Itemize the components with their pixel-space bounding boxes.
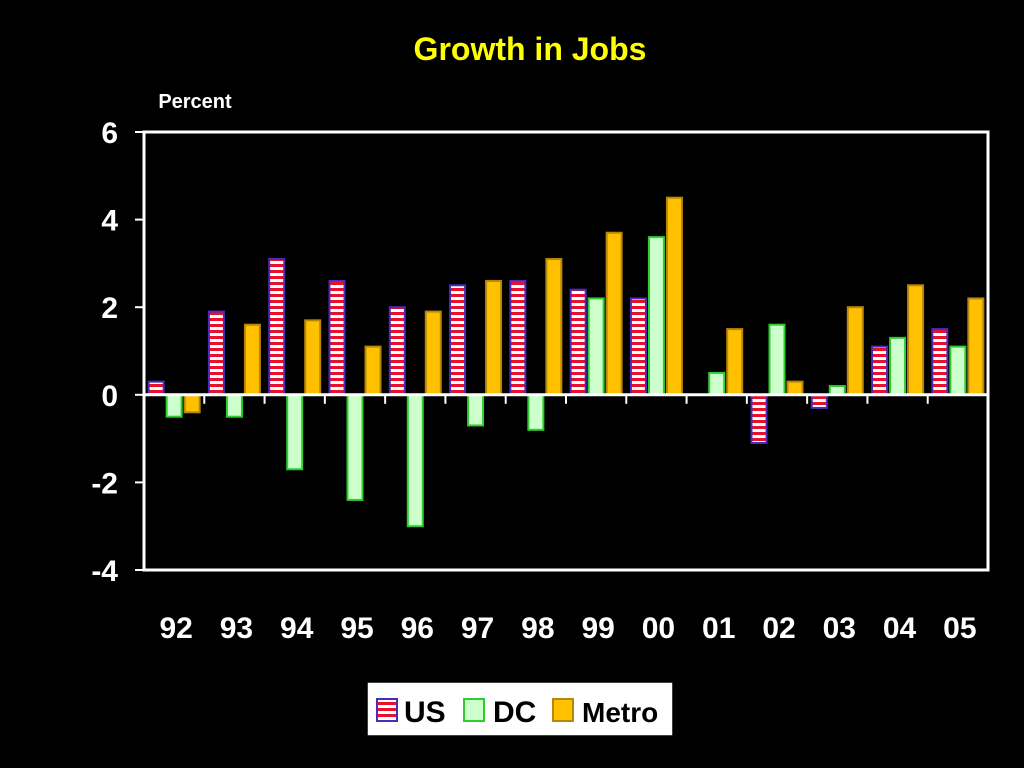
us-bar (328, 279, 346, 396)
y-axis-label: Percent (158, 91, 232, 113)
plot-area (135, 130, 990, 572)
dc-bar (647, 236, 665, 396)
x-tick-label: 93 (220, 612, 253, 645)
y-axis-tick-labels: 6 4 2 0 -2 -4 (91, 117, 118, 588)
metro-bar (605, 231, 623, 396)
metro-bar (726, 328, 744, 396)
legend-box (366, 681, 674, 737)
legend-dc-label: DC (493, 696, 536, 729)
us-bar (569, 288, 587, 396)
plot-frame (142, 130, 990, 572)
us-bar (268, 258, 286, 396)
metro-bar (665, 196, 683, 396)
dc-bar (406, 393, 424, 528)
y-tick-label: 0 (101, 380, 118, 413)
dc-bar (708, 371, 726, 396)
us-bar (629, 297, 647, 396)
legend-metro-swatch (552, 698, 574, 722)
dc-bar (165, 393, 183, 418)
legend-dc-swatch (463, 698, 485, 722)
x-tick-label: 98 (521, 612, 554, 645)
metro-bar (967, 297, 985, 396)
x-tick-label: 97 (461, 612, 494, 645)
us-bar (388, 306, 406, 396)
legend: US DC Metro (366, 681, 674, 737)
x-tick-label: 94 (280, 612, 314, 645)
dc-bar (346, 393, 364, 501)
metro-bar (846, 306, 864, 396)
x-tick-label: 01 (702, 612, 735, 645)
legend-us-swatch (376, 698, 398, 722)
chart-title: Growth in Jobs (414, 31, 647, 67)
us-bar (509, 279, 527, 396)
metro-bar (243, 323, 261, 396)
y-tick-label: 2 (101, 292, 118, 325)
dc-bar (889, 336, 907, 396)
legend-us-label: US (404, 696, 446, 729)
dc-bar (467, 393, 485, 427)
x-tick-label: 03 (823, 612, 856, 645)
x-tick-label: 92 (159, 612, 192, 645)
x-tick-label: 05 (943, 612, 976, 645)
dc-bar (286, 393, 304, 471)
us-bar (931, 328, 949, 396)
y-tick-label: -4 (91, 555, 118, 588)
x-tick-label: 96 (401, 612, 434, 645)
x-tick-label: 04 (883, 612, 917, 645)
dc-bar (527, 393, 545, 431)
metro-bar (424, 310, 442, 396)
us-bar (207, 310, 225, 396)
metro-bar (304, 319, 322, 396)
us-bar (147, 380, 165, 396)
x-tick-label: 02 (762, 612, 795, 645)
dc-bar (225, 393, 243, 418)
x-tick-label: 00 (642, 612, 675, 645)
x-tick-label: 99 (581, 612, 614, 645)
us-bar (871, 345, 889, 396)
dc-bar (587, 297, 605, 396)
y-tick-label: 4 (101, 205, 118, 238)
x-tick-label: 95 (340, 612, 373, 645)
metro-bar (183, 393, 201, 414)
metro-bar (786, 380, 804, 396)
us-bar (750, 393, 768, 444)
dc-bar (949, 345, 967, 396)
metro-bar (364, 345, 382, 396)
metro-bar (907, 284, 925, 396)
us-bar (449, 284, 467, 396)
y-tick-label: 6 (101, 117, 118, 150)
legend-metro-label: Metro (582, 697, 658, 728)
dc-bar (768, 323, 786, 396)
metro-bar (545, 258, 563, 396)
metro-bar (485, 279, 503, 396)
x-axis-tick-labels: 92 93 94 95 96 97 98 99 00 01 02 03 04 05 (159, 612, 976, 645)
y-tick-label: -2 (91, 467, 118, 500)
us-bar (810, 393, 828, 409)
